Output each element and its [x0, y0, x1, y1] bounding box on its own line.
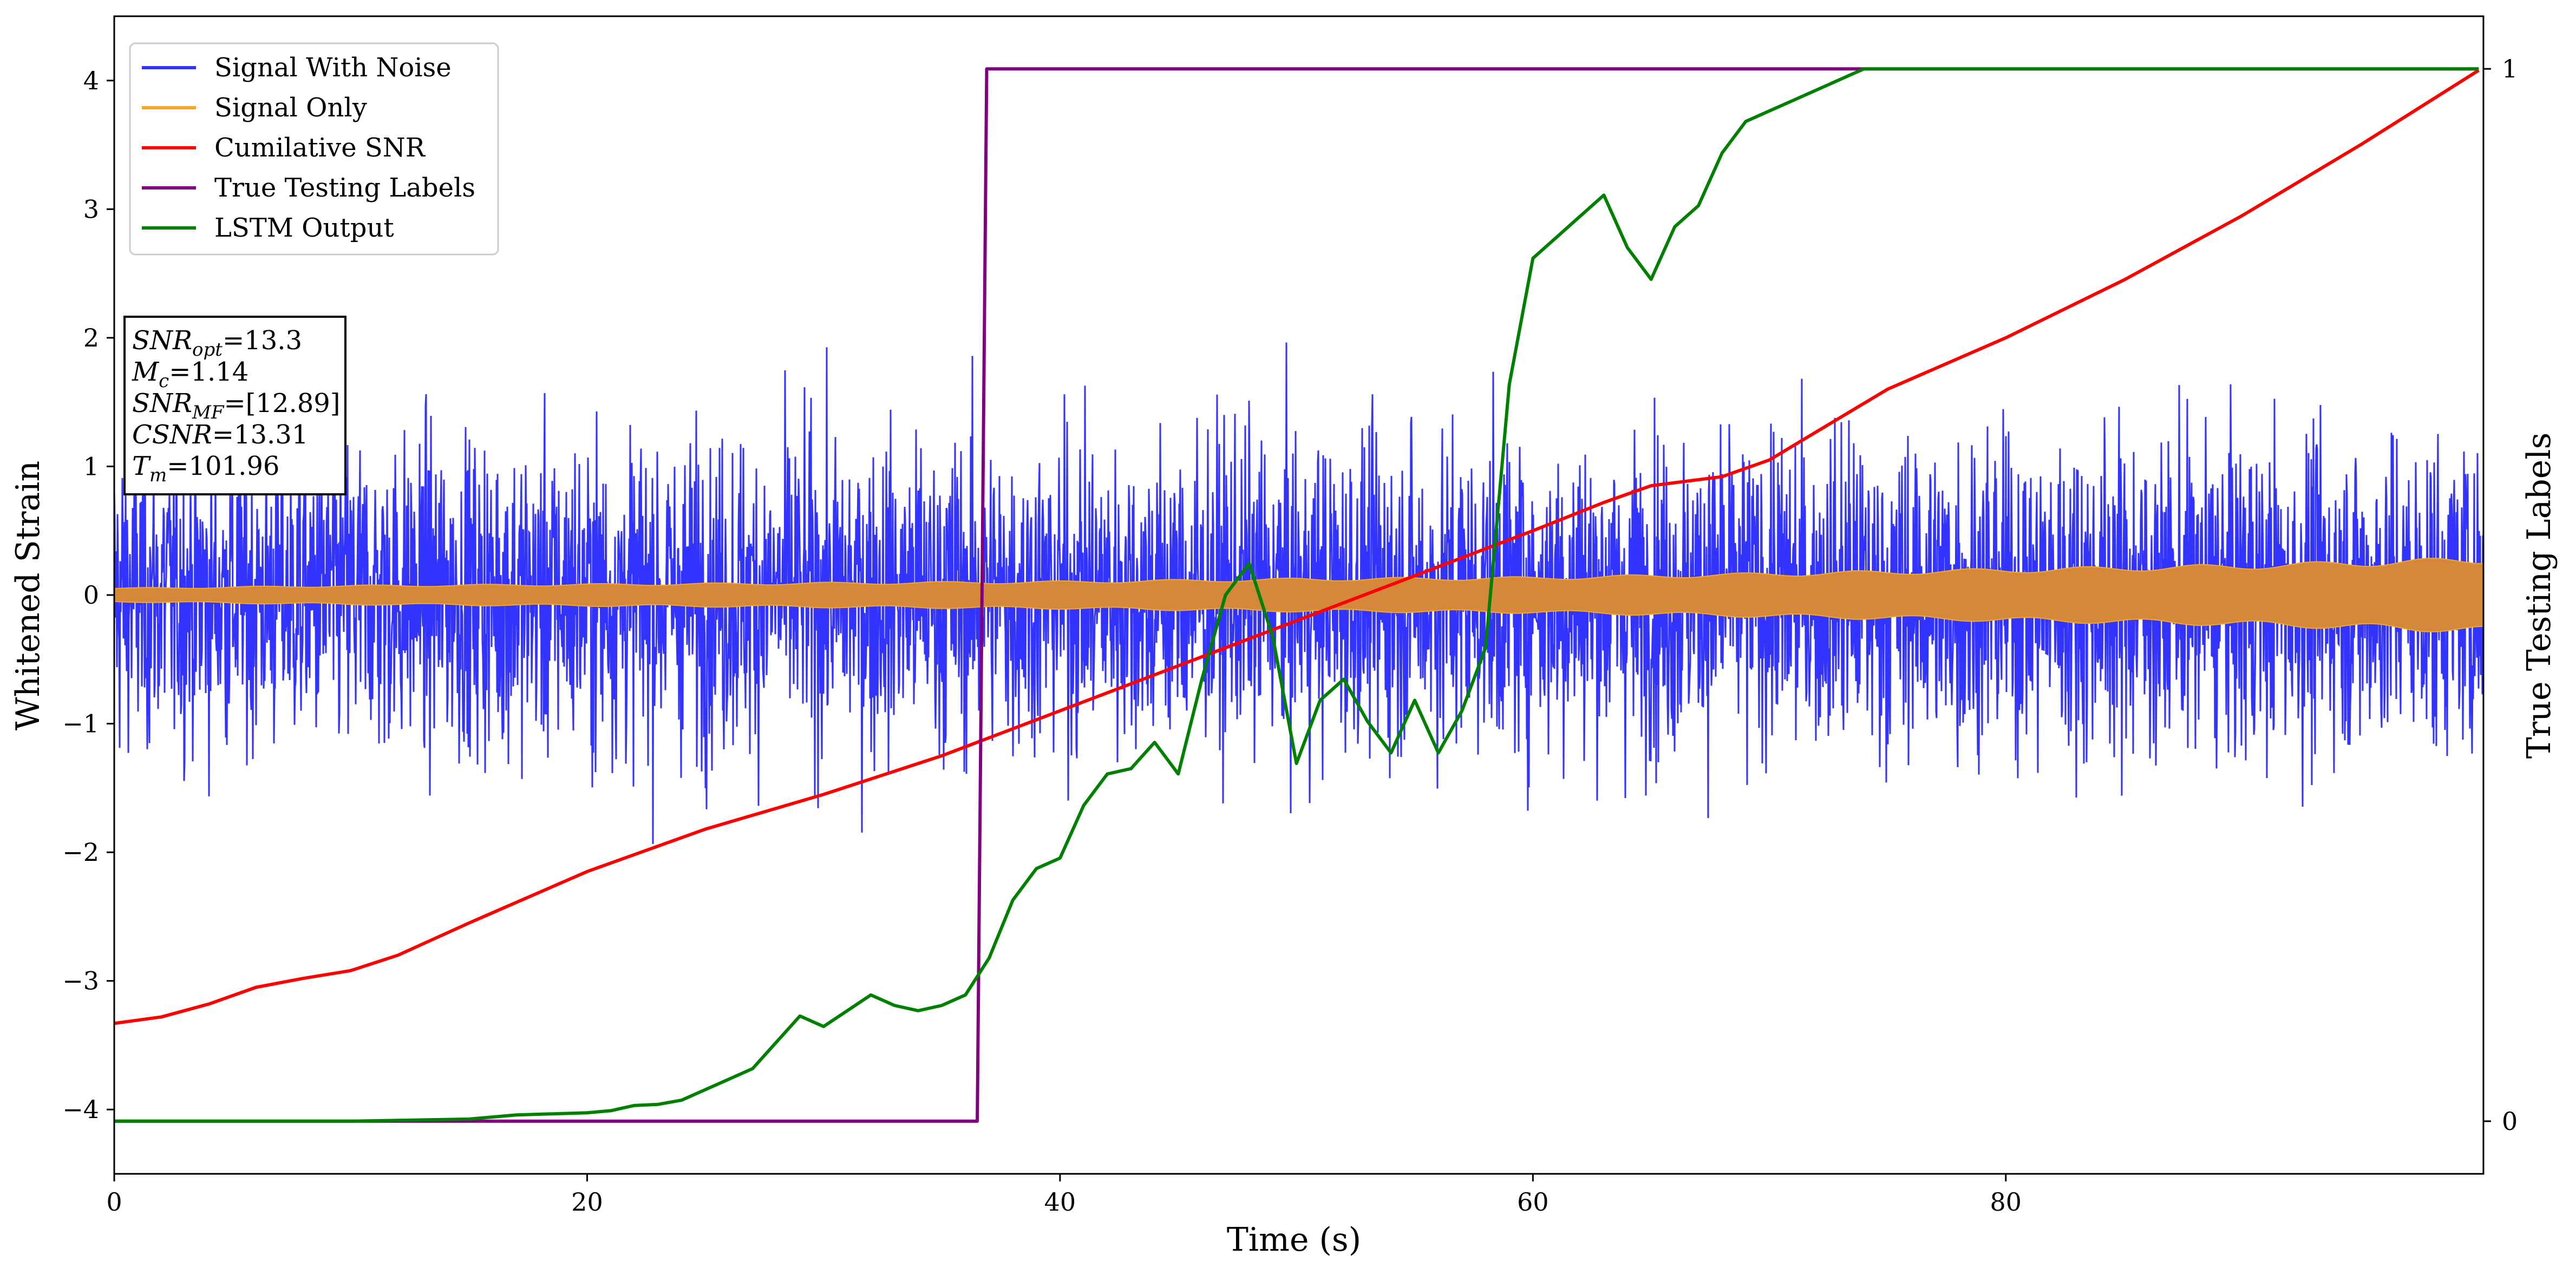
y-tick-label: 3: [83, 194, 99, 224]
y-tick-label: −2: [62, 838, 99, 867]
x-tick-label: 20: [571, 1187, 603, 1217]
series-lines: [114, 67, 2480, 1123]
y-tick-label: 1: [83, 452, 99, 481]
info-box-frame: [123, 316, 346, 495]
y-tick-label: 4: [83, 66, 99, 95]
legend-label-signal-with-noise: Signal With Noise: [214, 53, 452, 83]
y-axis-title: Whitened Strain: [9, 461, 47, 730]
y-tick-label: 2: [83, 323, 99, 352]
legend-frame: [129, 42, 499, 256]
y-tick-label: −3: [62, 966, 99, 996]
x-tick-label: 80: [1990, 1187, 2022, 1217]
info-line: Mc=1.14: [132, 357, 249, 392]
x-tick-label: 60: [1517, 1187, 1549, 1217]
x-axis-title: Time (s): [1227, 1221, 1361, 1259]
info-box: SNRopt=13.3Mc=1.14SNRMF=[12.89]CSNR=13.3…: [123, 316, 346, 495]
legend-label-signal-only: Signal Only: [214, 93, 367, 123]
y-axis: −4 −3 −2 −1 0 1 2 3 4: [62, 66, 114, 1124]
y-tick-label: −4: [62, 1095, 99, 1124]
x-axis: 0 20 40 60 80: [106, 1174, 2022, 1217]
series-line-cumilative-snr: [114, 69, 2480, 1025]
y-tick-label: 0: [83, 580, 99, 610]
legend: Signal With Noise Signal Only Cumilative S…: [129, 42, 499, 256]
legend-label-lstm-output: LSTM Output: [214, 213, 394, 243]
info-line: SNRopt=13.3: [132, 325, 302, 361]
y2-tick-label: 1: [2502, 54, 2518, 83]
y2-tick-label: 0: [2502, 1107, 2518, 1136]
y2-axis: 01: [2483, 54, 2518, 1136]
info-line: SNRMF=[12.89]: [132, 388, 341, 423]
x-tick-label: 0: [106, 1187, 122, 1217]
info-line: CSNR=13.31: [132, 420, 308, 450]
legend-label-true-testing-labels: True Testing Labels: [214, 173, 475, 203]
y-tick-label: −1: [62, 709, 99, 739]
y2-axis-title: True Testing Labels: [2520, 433, 2558, 759]
x-tick-label: 40: [1044, 1187, 1076, 1217]
series-line-lstm-output: [114, 67, 2479, 1123]
info-line: Tm=101.96: [132, 451, 279, 486]
legend-label-cumilative-snr: Cumilative SNR: [214, 133, 426, 163]
series-line-true-testing-labels: [114, 67, 2479, 1123]
